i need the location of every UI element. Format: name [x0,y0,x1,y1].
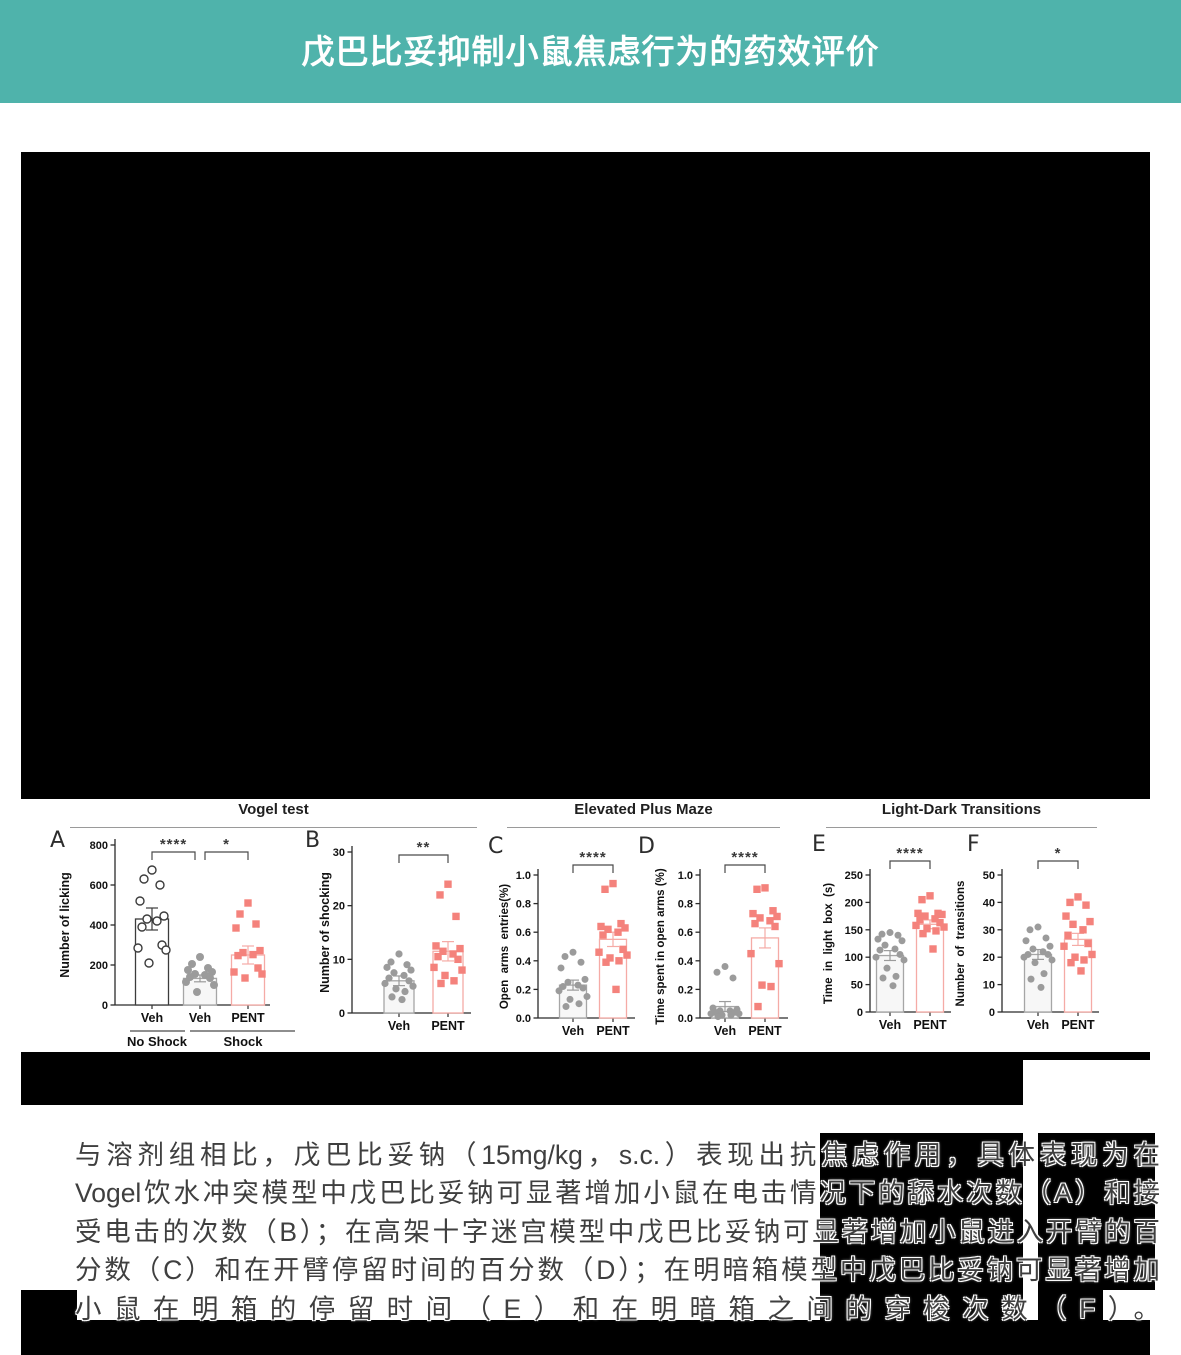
svg-text:20: 20 [333,901,345,913]
svg-text:No Shock: No Shock [127,1034,188,1049]
redaction-box-caption-right-2 [1038,1133,1155,1290]
svg-text:Veh: Veh [189,1011,211,1025]
svg-text:1.0: 1.0 [678,870,693,882]
svg-text:0: 0 [857,1007,863,1019]
svg-text:PENT: PENT [748,1024,782,1038]
svg-text:0.4: 0.4 [516,956,532,968]
svg-text:0.2: 0.2 [678,984,693,996]
caption-line: 受电击的次数（B）；在高架十字迷宫模型中戊巴比妥钠可显著增加小鼠进入开臂的百 [75,1216,1160,1247]
svg-text:800: 800 [90,840,108,852]
svg-text:50: 50 [983,870,995,882]
svg-text:600: 600 [90,880,108,892]
title-banner: 戊巴比妥抑制小鼠焦虑行为的药效评价 [0,0,1181,103]
svg-text:Veh: Veh [141,1011,163,1025]
redaction-box-caption-right-3 [1038,1290,1103,1322]
svg-text:0.4: 0.4 [678,956,694,968]
page-title: 戊巴比妥抑制小鼠焦虑行为的药效评价 [301,32,880,70]
svg-text:Number of shocking: Number of shocking [318,872,332,993]
svg-text:250: 250 [845,870,863,882]
caption-line: 与溶剂组相比，戊巴比妥钠（15mg/kg，s.c.）表现出抗焦虑作用，具体表现为… [75,1140,1160,1170]
svg-text:Veh: Veh [1027,1018,1049,1032]
svg-text:E: E [812,832,826,857]
redaction-box-below-charts [21,1052,1023,1105]
svg-text:100: 100 [845,952,863,964]
redaction-box-lastline-left [21,1290,77,1322]
section-title-elevated-plus-maze: Elevated Plus Maze [574,801,713,818]
svg-text:Shock: Shock [223,1034,263,1049]
section-underline-elevated-plus-maze [507,827,780,828]
svg-text:0.6: 0.6 [516,927,531,939]
svg-text:Veh: Veh [562,1024,584,1038]
svg-text:B: B [305,828,320,853]
svg-text:Veh: Veh [388,1019,410,1033]
svg-text:20: 20 [983,952,995,964]
figure-charts-row: A Number of licking 0 200 400 600 800 Veh Veh PEN… [43,799,1148,1052]
svg-text:30: 30 [983,925,995,937]
svg-text:200: 200 [845,897,863,909]
svg-text:30: 30 [333,847,345,859]
svg-text:PENT: PENT [431,1019,465,1033]
caption-line: 分数（C）和在开臂停留时间的百分数（D）；在明暗箱模型中戊巴比妥钠可显著增加 [75,1255,1160,1286]
svg-text:Number of transitions: Number of transitions [955,881,967,1007]
svg-text:Number of licking: Number of licking [58,872,72,978]
svg-text:10: 10 [333,954,345,966]
svg-text:Veh: Veh [879,1018,901,1032]
svg-text:****: **** [731,849,758,866]
caption-line: Vogel饮水冲突模型中戊巴比妥钠可显著增加小鼠在电击情况下的舔水次数（A）和接 [75,1178,1160,1209]
svg-text:*: * [1055,845,1062,862]
caption-paragraph: 与溶剂组相比，戊巴比妥钠（15mg/kg，s.c.）表现出抗焦虑作用，具体表现为… [75,1136,1160,1328]
svg-text:0: 0 [339,1008,345,1020]
svg-text:0.8: 0.8 [516,899,531,911]
svg-text:0: 0 [102,1000,108,1012]
section-underline-light-dark-transitions [826,827,1097,828]
svg-text:50: 50 [851,980,863,992]
svg-text:A: A [50,828,65,853]
svg-text:150: 150 [845,925,863,937]
svg-text:10: 10 [983,980,995,992]
caption-line: 小鼠在明箱的停留时间（E）和在明暗箱之间的穿梭次数（F）。 [75,1293,1160,1324]
svg-text:200: 200 [90,960,108,972]
svg-text:****: **** [160,836,187,853]
svg-text:0.0: 0.0 [516,1013,531,1025]
svg-text:****: **** [579,849,606,866]
svg-text:0.2: 0.2 [516,984,531,996]
svg-text:0.8: 0.8 [678,899,693,911]
svg-text:****: **** [896,845,923,862]
svg-text:1.0: 1.0 [516,870,531,882]
svg-text:F: F [967,832,980,857]
redaction-box-bottom-band [21,1320,1150,1355]
svg-text:PENT: PENT [596,1024,630,1038]
redaction-box-below-charts-right [1023,1052,1150,1060]
svg-text:Time spent in open arms (%): Time spent in open arms (%) [655,868,667,1025]
svg-text:C: C [488,834,503,859]
svg-text:0.6: 0.6 [678,927,693,939]
svg-text:**: ** [417,839,431,856]
svg-text:D: D [638,834,655,859]
svg-text:Time in light box (s): Time in light box (s) [823,883,835,1004]
svg-text:PENT: PENT [231,1011,265,1025]
redaction-box-caption-right-1 [820,1133,1023,1322]
svg-text:PENT: PENT [913,1018,947,1032]
svg-text:*: * [223,836,230,853]
section-underline-vogel-test [70,827,477,828]
svg-text:Veh: Veh [714,1024,736,1038]
svg-text:Open arms entries(%): Open arms entries(%) [499,884,511,1009]
svg-text:400: 400 [90,920,108,932]
svg-text:PENT: PENT [1061,1018,1095,1032]
section-title-light-dark-transitions: Light-Dark Transitions [881,801,1042,818]
redaction-box-main-image [21,152,1150,799]
section-title-vogel-test: Vogel test [238,801,309,818]
svg-text:40: 40 [983,897,995,909]
svg-text:0: 0 [989,1007,995,1019]
svg-text:0.0: 0.0 [678,1013,693,1025]
